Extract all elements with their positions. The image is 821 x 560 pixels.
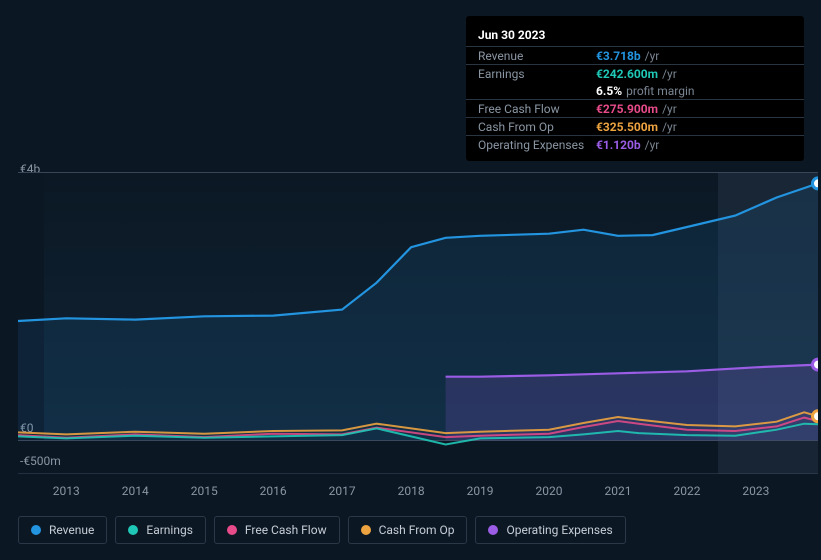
tooltip-value: €242.600m	[596, 67, 658, 81]
tooltip-label: Revenue	[478, 49, 596, 63]
tooltip-row: Revenue€3.718b/yr	[466, 46, 804, 64]
x-axis-tick: 2018	[398, 484, 425, 498]
tooltip-value: €275.900m	[596, 102, 658, 116]
tooltip-suffix: /yr	[645, 49, 660, 63]
tooltip-label	[478, 84, 596, 98]
legend-swatch	[128, 525, 138, 535]
tooltip-label: Operating Expenses	[478, 138, 596, 152]
legend-item[interactable]: Earnings	[115, 516, 206, 544]
legend-item[interactable]: Cash From Op	[348, 516, 468, 544]
legend-swatch	[31, 525, 41, 535]
tooltip-row: Cash From Op€325.500m/yr	[466, 117, 804, 135]
legend-swatch	[361, 525, 371, 535]
tooltip-value: €1.120b	[596, 138, 641, 152]
legend-label: Earnings	[146, 523, 193, 537]
tooltip-label: Free Cash Flow	[478, 102, 596, 116]
x-axis-tick: 2014	[122, 484, 149, 498]
x-axis-tick: 2017	[329, 484, 356, 498]
tooltip-row: 6.5% profit margin	[466, 82, 804, 99]
tooltip-label: Cash From Op	[478, 120, 596, 134]
legend-label: Cash From Op	[379, 523, 455, 537]
tooltip-suffix: profit margin	[626, 84, 694, 98]
tooltip-value: €325.500m	[596, 120, 658, 134]
legend-item[interactable]: Free Cash Flow	[214, 516, 340, 544]
x-axis-tick: 2020	[536, 484, 563, 498]
tooltip-suffix: /yr	[645, 138, 660, 152]
x-axis-tick: 2015	[191, 484, 218, 498]
x-axis-tick: 2023	[742, 484, 769, 498]
tooltip-row: Operating Expenses€1.120b/yr	[466, 135, 804, 153]
tooltip-suffix: /yr	[662, 102, 677, 116]
legend-item[interactable]: Operating Expenses	[475, 516, 625, 544]
x-axis-tick: 2021	[605, 484, 632, 498]
x-axis-tick: 2019	[467, 484, 494, 498]
legend-label: Free Cash Flow	[245, 523, 327, 537]
tooltip-value: 6.5%	[596, 84, 622, 98]
x-axis-tick: 2022	[673, 484, 700, 498]
tooltip-label: Earnings	[478, 67, 596, 81]
x-axis-tick: 2016	[260, 484, 287, 498]
tooltip-row: Free Cash Flow€275.900m/yr	[466, 99, 804, 117]
tooltip-suffix: /yr	[662, 120, 677, 134]
legend-swatch	[488, 525, 498, 535]
legend-item[interactable]: Revenue	[18, 516, 107, 544]
x-axis: 2013 2014 2015 2016 2017 2018 2019 2020 2021 2022…	[18, 484, 818, 500]
chart-tooltip: Jun 30 2023 Revenue€3.718b/yrEarnings€24…	[466, 16, 804, 161]
legend-label: Operating Expenses	[506, 523, 612, 537]
chart-plot	[18, 172, 818, 474]
tooltip-row: Earnings€242.600m/yr	[466, 64, 804, 82]
tooltip-rows: Revenue€3.718b/yrEarnings€242.600m/yr6.5…	[466, 46, 804, 153]
legend-swatch	[227, 525, 237, 535]
tooltip-date: Jun 30 2023	[466, 24, 804, 46]
chart-svg	[18, 172, 818, 474]
legend: Revenue Earnings Free Cash Flow Cash From O…	[18, 516, 626, 544]
tooltip-value: €3.718b	[596, 49, 641, 63]
legend-label: Revenue	[49, 523, 94, 537]
tooltip-suffix: /yr	[662, 67, 677, 81]
x-axis-tick: 2013	[53, 484, 80, 498]
